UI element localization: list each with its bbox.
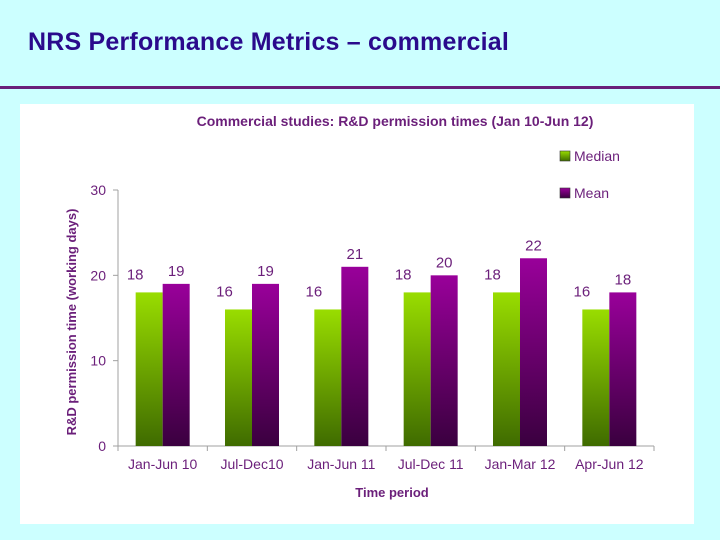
x-tick-label: Jan-Mar 12 <box>485 456 556 472</box>
bar-median <box>582 309 610 446</box>
data-label-median: 16 <box>216 283 233 300</box>
bar-median <box>135 292 163 446</box>
bar-median <box>493 292 520 446</box>
bar-median <box>225 309 252 446</box>
y-tick-label: 0 <box>98 438 106 454</box>
legend-label-median: Median <box>574 148 620 164</box>
bar-median <box>403 292 431 446</box>
data-label-median: 18 <box>127 266 144 283</box>
bar-mean <box>162 283 190 446</box>
y-tick-label: 30 <box>90 182 106 198</box>
bar-median <box>314 309 342 446</box>
bar-mean <box>252 283 279 446</box>
data-label-median: 18 <box>484 266 501 283</box>
x-tick-label: Apr-Jun 12 <box>575 456 644 472</box>
legend-label-mean: Mean <box>574 185 609 201</box>
data-label-mean: 21 <box>346 246 363 263</box>
chart-title: Commercial studies: R&D permission times… <box>197 113 594 129</box>
bar-mean <box>341 266 369 446</box>
slide-title: NRS Performance Metrics – commercial <box>28 28 510 56</box>
data-label-median: 16 <box>573 283 590 300</box>
data-label-mean: 18 <box>614 271 631 288</box>
title-divider <box>0 86 720 89</box>
bar-mean <box>430 275 458 446</box>
x-tick-label: Jul-Dec 11 <box>398 456 464 472</box>
data-label-mean: 22 <box>525 237 542 254</box>
data-label-median: 16 <box>305 283 322 300</box>
data-label-mean: 19 <box>257 263 274 280</box>
legend-swatch-median <box>559 150 571 162</box>
data-label-median: 18 <box>395 266 412 283</box>
y-tick-label: 20 <box>90 267 106 283</box>
bar-chart: Commercial studies: R&D permission times… <box>64 113 655 500</box>
y-tick-label: 10 <box>90 353 106 369</box>
y-axis-label: R&D permission time (working days) <box>64 209 79 436</box>
data-label-mean: 19 <box>168 263 185 280</box>
data-label-mean: 20 <box>436 254 453 271</box>
bar-mean <box>520 258 547 446</box>
x-tick-label: Jul-Dec10 <box>220 456 283 472</box>
x-axis-label: Time period <box>355 485 429 500</box>
chart-panel: Commercial studies: R&D permission times… <box>20 104 694 524</box>
legend-swatch-mean <box>559 187 571 199</box>
bar-mean <box>609 292 637 446</box>
x-tick-label: Jan-Jun 10 <box>128 456 197 472</box>
x-tick-label: Jan-Jun 11 <box>307 456 375 472</box>
